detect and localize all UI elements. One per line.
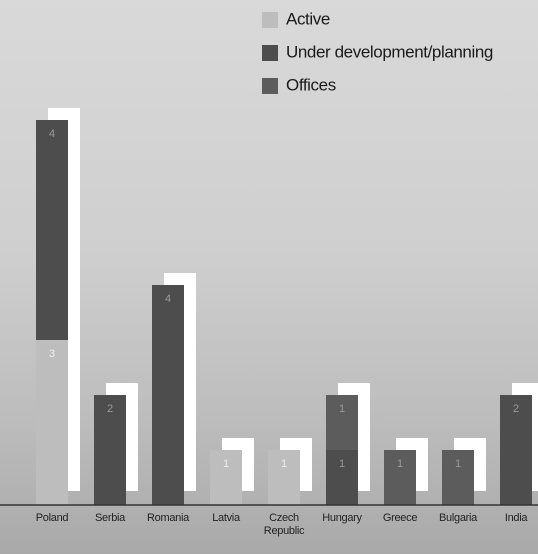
x-tick-label: Bulgaria <box>439 512 477 524</box>
data-label: 4 <box>49 128 55 140</box>
data-label: 2 <box>513 403 519 415</box>
bar-segment <box>326 395 358 450</box>
bar-segment <box>94 395 126 505</box>
bar-segment <box>500 395 532 505</box>
x-tick-label: Czech Republic <box>263 512 305 537</box>
data-label: 1 <box>339 458 345 470</box>
bar-segment <box>326 450 358 505</box>
x-tick-label: Greece <box>382 512 418 524</box>
data-label: 1 <box>281 458 287 470</box>
data-label: 1 <box>397 458 403 470</box>
data-label: 4 <box>165 293 171 305</box>
data-label: 1 <box>455 458 461 470</box>
x-tick-label: India <box>504 512 528 524</box>
legend-swatch <box>262 45 278 61</box>
x-tick-label: Hungary <box>322 512 362 524</box>
x-tick-label: Poland <box>35 512 69 524</box>
bar-segment <box>442 450 474 505</box>
bar-segment <box>36 340 68 505</box>
data-label: 3 <box>49 348 55 360</box>
bar-segment <box>152 285 184 505</box>
legend-label: Under development/planning <box>286 42 493 61</box>
bar-segment <box>210 450 242 505</box>
x-tick-label: Serbia <box>95 512 125 524</box>
legend-label: Active <box>286 9 330 28</box>
legend-swatch <box>262 12 278 28</box>
legend-label: Offices <box>286 75 336 94</box>
data-label: 1 <box>339 403 345 415</box>
bar-segment <box>36 120 68 340</box>
data-label: 1 <box>223 458 229 470</box>
bar-segment <box>384 450 416 505</box>
data-label: 2 <box>107 403 113 415</box>
bar-segment <box>268 450 300 505</box>
x-tick-label: Latvia <box>212 512 240 524</box>
legend-swatch <box>262 78 278 94</box>
x-tick-label: Romania <box>147 512 189 524</box>
